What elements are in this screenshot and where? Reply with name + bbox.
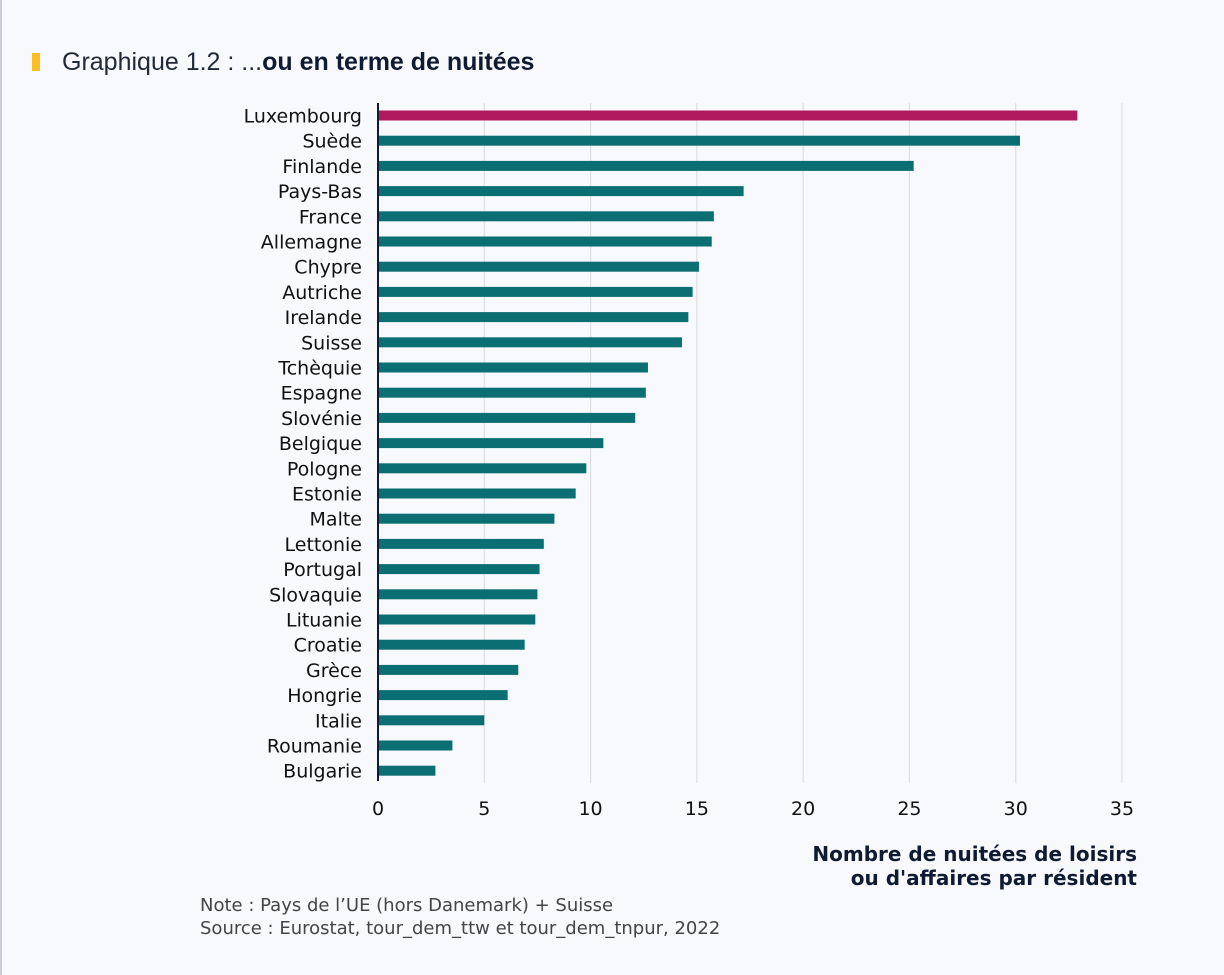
x-tick-label: 20 bbox=[791, 798, 815, 820]
category-label: Tchèquie bbox=[277, 358, 362, 380]
category-label: Croatie bbox=[294, 635, 362, 657]
category-label: Estonie bbox=[292, 484, 362, 506]
category-label: Hongrie bbox=[287, 685, 362, 707]
bar bbox=[378, 538, 544, 549]
category-label: Slovénie bbox=[281, 408, 362, 430]
bar bbox=[378, 488, 576, 499]
bar bbox=[378, 513, 555, 524]
bar bbox=[378, 614, 536, 625]
bar bbox=[378, 312, 689, 323]
x-tick-label: 25 bbox=[897, 798, 921, 820]
category-label: Luxembourg bbox=[244, 106, 362, 128]
category-label: Pologne bbox=[287, 458, 362, 480]
category-label: Espagne bbox=[281, 383, 362, 405]
bar bbox=[378, 387, 646, 398]
bar bbox=[378, 261, 699, 272]
bar bbox=[378, 412, 636, 423]
bar bbox=[378, 160, 914, 171]
bars bbox=[378, 110, 1078, 776]
category-label: Malte bbox=[310, 509, 362, 531]
category-label: Suisse bbox=[301, 332, 362, 354]
category-label: Pays-Bas bbox=[278, 181, 362, 203]
category-label: Autriche bbox=[282, 282, 362, 304]
chart-notes: Note : Pays de l’UE (hors Danemark) + Su… bbox=[200, 894, 720, 940]
category-label: Italie bbox=[315, 710, 362, 732]
x-tick-label: 35 bbox=[1110, 798, 1134, 820]
bar bbox=[378, 564, 540, 575]
bar bbox=[378, 639, 525, 650]
x-tick-label: 10 bbox=[578, 798, 602, 820]
x-axis-title-line2: ou d'affaires par résident bbox=[850, 866, 1137, 890]
page-left-border bbox=[0, 0, 2, 975]
x-tick-label: 30 bbox=[1004, 798, 1028, 820]
x-axis-title: Nombre de nuitées de loisirs ou d'affair… bbox=[812, 842, 1137, 890]
category-label: France bbox=[299, 206, 362, 228]
category-label: Roumanie bbox=[267, 736, 362, 758]
bar bbox=[378, 211, 714, 222]
category-label: Bulgarie bbox=[283, 761, 362, 783]
bar bbox=[378, 236, 712, 247]
bar bbox=[378, 765, 436, 776]
bar bbox=[378, 110, 1078, 121]
title-marker bbox=[32, 53, 40, 71]
category-labels: Luxembourg Suède Finlande Pays-Bas France All… bbox=[244, 106, 362, 783]
title-emphasis: ou en terme de nuitées bbox=[262, 47, 535, 76]
title-text: Graphique 1.2 : ...ou en terme de nuitée… bbox=[62, 48, 534, 77]
x-tick-label: 5 bbox=[478, 798, 490, 820]
category-label: Chypre bbox=[294, 257, 362, 279]
chart-title: Graphique 1.2 : ...ou en terme de nuitée… bbox=[32, 44, 534, 80]
bar bbox=[378, 286, 693, 297]
category-label: Irelande bbox=[285, 307, 362, 329]
bar bbox=[378, 740, 453, 751]
category-label: Portugal bbox=[283, 559, 362, 581]
category-label: Slovaquie bbox=[269, 584, 362, 606]
bar bbox=[378, 362, 648, 373]
bar bbox=[378, 135, 1020, 146]
bar bbox=[378, 715, 485, 726]
x-axis-title-line1: Nombre de nuitées de loisirs bbox=[812, 842, 1137, 866]
category-label: Lituanie bbox=[286, 610, 362, 632]
category-label: Grèce bbox=[306, 660, 362, 682]
category-label: Suède bbox=[302, 131, 362, 153]
bar bbox=[378, 690, 508, 701]
category-label: Allemagne bbox=[261, 232, 362, 254]
bar bbox=[378, 589, 538, 600]
bar bbox=[378, 463, 587, 474]
title-prefix: Graphique 1.2 : ... bbox=[62, 47, 263, 76]
x-tick-label: 0 bbox=[372, 798, 384, 820]
category-label: Finlande bbox=[282, 156, 362, 178]
note-text: Note : Pays de l’UE (hors Danemark) + Su… bbox=[200, 895, 614, 916]
category-label: Belgique bbox=[279, 433, 362, 455]
bar bbox=[378, 186, 744, 197]
bar bbox=[378, 664, 519, 675]
bar bbox=[378, 337, 682, 348]
x-tick-labels: 0 5 10 15 20 25 30 35 bbox=[372, 798, 1134, 820]
bar bbox=[378, 438, 604, 449]
category-label: Lettonie bbox=[285, 534, 362, 556]
source-text: Source : Eurostat, tour_dem_ttw et tour_… bbox=[200, 918, 721, 939]
x-tick-label: 15 bbox=[685, 798, 709, 820]
